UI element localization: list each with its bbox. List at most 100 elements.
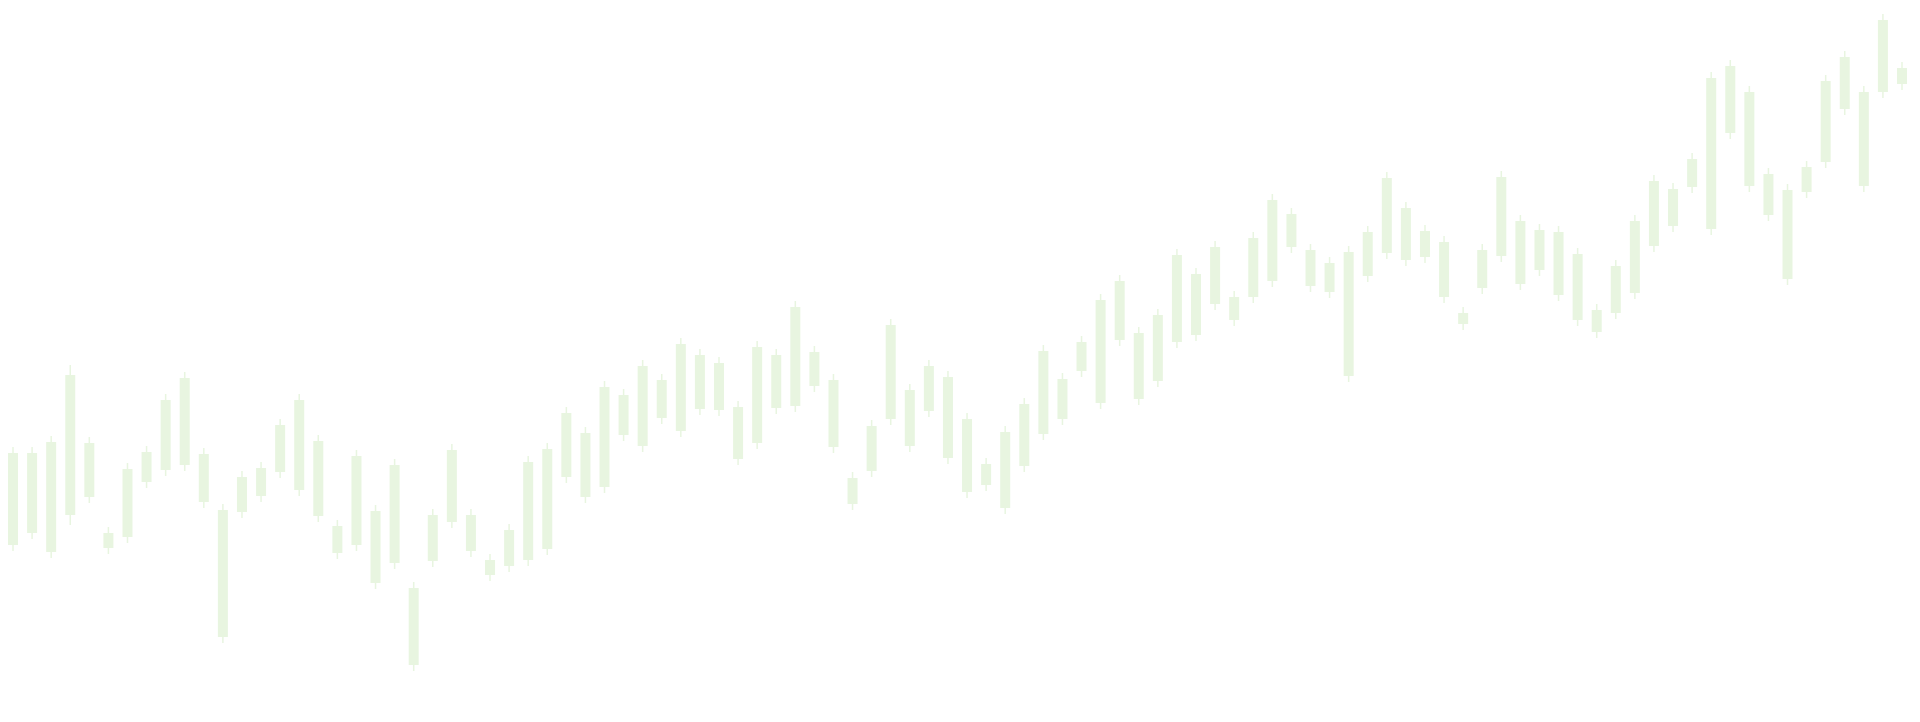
candle-body: [580, 433, 591, 497]
candle-body: [1439, 242, 1450, 297]
candle-body: [847, 478, 858, 504]
candle-body: [103, 533, 114, 548]
candle-body: [1553, 232, 1564, 295]
candle-body: [1133, 333, 1144, 399]
candle-body: [1076, 342, 1087, 371]
candle-body: [370, 511, 381, 583]
candle-body: [465, 515, 476, 551]
candle-body: [1668, 189, 1679, 226]
candle-body: [1191, 274, 1202, 335]
candle-body: [1324, 263, 1335, 292]
candle-body: [904, 390, 915, 446]
candle-body: [1000, 432, 1011, 508]
candle-body: [504, 530, 515, 566]
candle-body: [1515, 221, 1526, 284]
candle-body: [790, 307, 801, 406]
candle-body: [1801, 167, 1812, 192]
candle-body: [1706, 78, 1717, 229]
candle-body: [1362, 232, 1373, 276]
candle-body: [1057, 379, 1068, 419]
candle-body: [561, 413, 572, 477]
candle-body: [1210, 247, 1221, 304]
candle-body: [523, 462, 534, 560]
candle-body: [65, 375, 76, 515]
candle-body: [8, 453, 18, 545]
candle-body: [1782, 190, 1793, 279]
candle-body: [351, 456, 362, 545]
candle-body: [752, 347, 763, 443]
candle-body: [1267, 200, 1278, 281]
candle-body: [637, 366, 648, 446]
candle-body: [1419, 231, 1430, 257]
candle-body: [656, 380, 667, 418]
candle-body: [981, 464, 992, 485]
candle-body: [1858, 92, 1869, 186]
candle-body: [1687, 159, 1698, 187]
candle-body: [256, 468, 267, 496]
candle-body: [1229, 297, 1240, 320]
candle-body: [1400, 208, 1411, 260]
candle-body: [942, 377, 953, 458]
candle-body: [828, 380, 839, 447]
candle-body: [1744, 92, 1755, 186]
candle-body: [217, 510, 228, 637]
candle-body: [1114, 281, 1125, 340]
candle-body: [179, 378, 190, 465]
candle-body: [675, 344, 686, 431]
candle-body: [1763, 174, 1774, 215]
candle-body: [1343, 252, 1354, 376]
candle-body: [1019, 404, 1030, 466]
candle-body: [122, 469, 133, 537]
candle-body: [1629, 221, 1640, 293]
candle-body: [198, 454, 209, 502]
candle-body: [923, 366, 934, 411]
candle-body: [1496, 177, 1507, 256]
candle-body: [599, 387, 610, 487]
candle-body: [332, 526, 343, 553]
candle-body: [809, 352, 820, 386]
candle-body: [713, 363, 724, 410]
candle-body: [313, 441, 324, 516]
candle-body: [294, 400, 305, 490]
candle-body: [1610, 266, 1621, 313]
candle-body: [1381, 178, 1392, 253]
candle-body: [962, 419, 973, 492]
candle-body: [694, 355, 705, 409]
candle-body: [160, 400, 171, 470]
candle-body: [27, 453, 38, 533]
candle-body: [771, 355, 782, 408]
candle-body: [1572, 254, 1583, 320]
candle-body: [1248, 238, 1259, 297]
candle-body: [1897, 68, 1907, 84]
candle-body: [1591, 310, 1602, 332]
candle-body: [1152, 315, 1163, 381]
candle-body: [275, 425, 286, 472]
candle-body: [141, 452, 152, 482]
candle-body: [1725, 66, 1736, 133]
candle-body: [408, 588, 419, 665]
candle-body: [1534, 230, 1545, 270]
candle-body: [427, 515, 438, 561]
candle-body: [542, 449, 553, 549]
candle-body: [1820, 81, 1831, 162]
candle-body: [866, 426, 877, 471]
candle-body: [1305, 250, 1316, 286]
candle-body: [84, 443, 95, 497]
candle-body: [1477, 250, 1488, 288]
candle-body: [618, 395, 629, 435]
candle-body: [1095, 300, 1106, 403]
candle-body: [1458, 313, 1469, 324]
candle-body: [46, 442, 57, 552]
candle-body: [1877, 20, 1888, 92]
candle-body: [1648, 181, 1659, 246]
candle-body: [389, 465, 400, 563]
candle-body: [236, 477, 247, 512]
candle-body: [885, 325, 896, 419]
candle-body: [1839, 57, 1850, 109]
candle-body: [1171, 255, 1182, 342]
candle-body: [733, 407, 744, 459]
candle-body: [1286, 214, 1297, 247]
candle-body: [446, 450, 457, 522]
